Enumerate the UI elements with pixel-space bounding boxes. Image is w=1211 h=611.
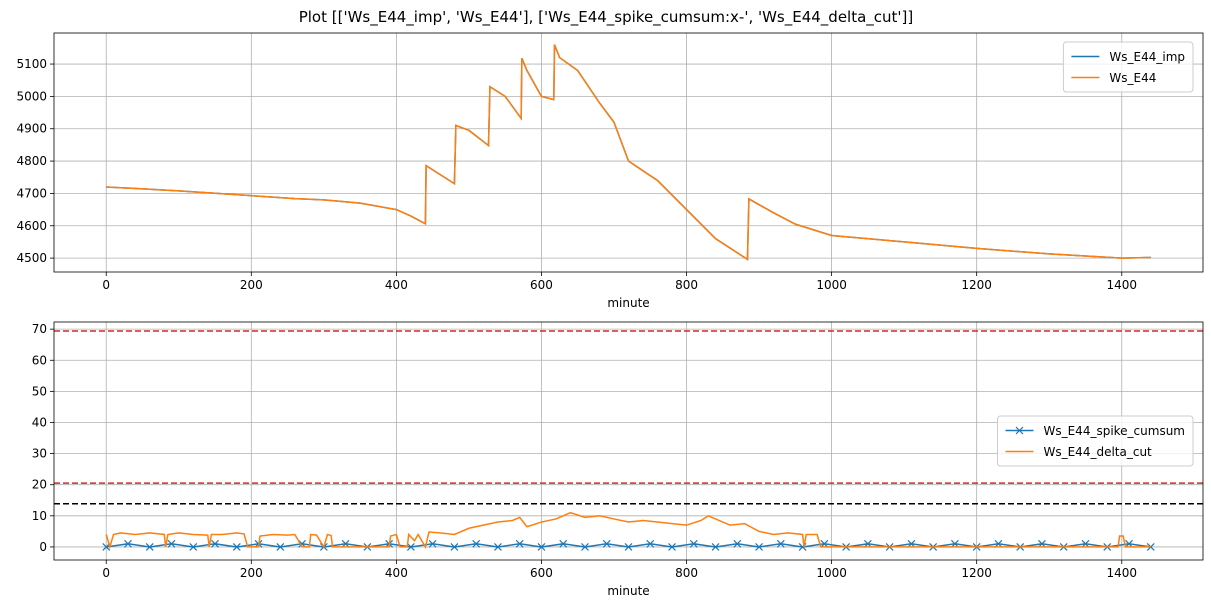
marker — [494, 543, 502, 551]
y-tick-label: 70 — [32, 322, 47, 336]
marker — [450, 543, 459, 551]
x-tick-label: 1200 — [961, 566, 992, 580]
x-tick-label: 0 — [102, 566, 110, 580]
y-tick-label: 4500 — [16, 251, 47, 265]
marker — [755, 543, 763, 551]
marker — [776, 539, 785, 548]
marker — [515, 539, 524, 548]
marker — [581, 543, 589, 551]
plot-area — [106, 44, 1151, 261]
y-tick-label: 0 — [39, 540, 47, 554]
marker — [1081, 539, 1090, 548]
axes-frame — [53, 32, 1204, 273]
legend-marker — [1015, 426, 1024, 435]
y-tick-label: 4700 — [16, 186, 47, 200]
marker — [559, 539, 568, 548]
marker — [428, 539, 437, 548]
marker — [472, 539, 481, 548]
x-tick-label: 800 — [675, 278, 698, 292]
marker — [167, 539, 176, 548]
series-line — [106, 44, 1151, 261]
y-tick-label: 60 — [32, 353, 47, 367]
marker — [624, 543, 633, 551]
x-tick-label: 1200 — [961, 278, 992, 292]
marker — [145, 543, 154, 551]
x-tick-label: 0 — [102, 278, 110, 292]
x-tick-label: 1000 — [816, 278, 847, 292]
legend-label: Ws_E44_delta_cut — [1043, 445, 1152, 459]
marker — [907, 539, 916, 548]
marker — [124, 539, 132, 548]
x-tick-label: 200 — [240, 566, 263, 580]
legend: Ws_E44_imp Ws_E44 — [1062, 41, 1194, 93]
marker — [276, 543, 285, 551]
x-tick-label: 1000 — [816, 566, 847, 580]
y-tick-label: 5000 — [16, 89, 47, 103]
x-tick-label: 800 — [675, 566, 698, 580]
x-tick-label: 200 — [240, 278, 263, 292]
marker — [406, 543, 415, 551]
marker — [211, 539, 219, 548]
plot-area — [54, 330, 1203, 551]
x-axis-label: minute — [607, 296, 649, 310]
legend-label: Ws_E44 — [1109, 71, 1156, 85]
y-tick-label: 20 — [32, 478, 47, 492]
x-tick-label: 400 — [385, 278, 408, 292]
x-tick-label: 1400 — [1106, 278, 1137, 292]
marker — [668, 543, 676, 551]
legend-box — [1062, 41, 1194, 93]
y-tick-label: 5100 — [16, 57, 47, 71]
marker — [646, 539, 655, 548]
marker — [602, 539, 611, 548]
y-tick-label: 4900 — [16, 122, 47, 136]
legend-box — [996, 415, 1194, 467]
legend-label: Ws_E44_imp — [1109, 50, 1185, 64]
marker — [189, 543, 198, 551]
y-tick-label: 30 — [32, 447, 47, 461]
marker — [1038, 539, 1046, 548]
series-line — [106, 44, 1151, 261]
marker — [537, 543, 546, 551]
legend: Ws_E44_spike_cumsum Ws_E44_delta_cut — [996, 415, 1194, 467]
marker — [689, 539, 698, 548]
x-tick-label: 600 — [530, 566, 553, 580]
marker — [950, 539, 959, 548]
y-tick-label: 50 — [32, 384, 47, 398]
marker — [820, 539, 829, 548]
axes: 0 200 400 600 800 1000 1200 1400 0 10 20 30 40 50 60 70… — [32, 321, 1204, 598]
y-tick-label: 10 — [32, 509, 47, 523]
marker — [341, 539, 350, 548]
marker — [1125, 539, 1133, 548]
figure-title: Plot [['Ws_E44_imp', 'Ws_E44'], ['Ws_E44… — [299, 8, 914, 27]
x-axis-label: minute — [607, 584, 649, 598]
y-tick-label: 4800 — [16, 154, 47, 168]
marker — [994, 539, 1003, 548]
legend-label: Ws_E44_spike_cumsum — [1043, 424, 1185, 438]
axes-frame — [53, 321, 1204, 561]
x-tick-label: 1400 — [1106, 566, 1137, 580]
marker — [863, 539, 872, 548]
x-tick-label: 400 — [385, 566, 408, 580]
x-tick-label: 600 — [530, 278, 553, 292]
series-line — [105, 511, 1151, 550]
marker — [232, 543, 241, 551]
y-tick-label: 4600 — [16, 219, 47, 233]
marker — [733, 539, 742, 548]
marker — [711, 543, 720, 551]
y-tick-label: 40 — [32, 415, 47, 429]
axes: 0 200 400 600 800 1000 1200 1400 4500 4600 4700 480… — [16, 32, 1204, 310]
